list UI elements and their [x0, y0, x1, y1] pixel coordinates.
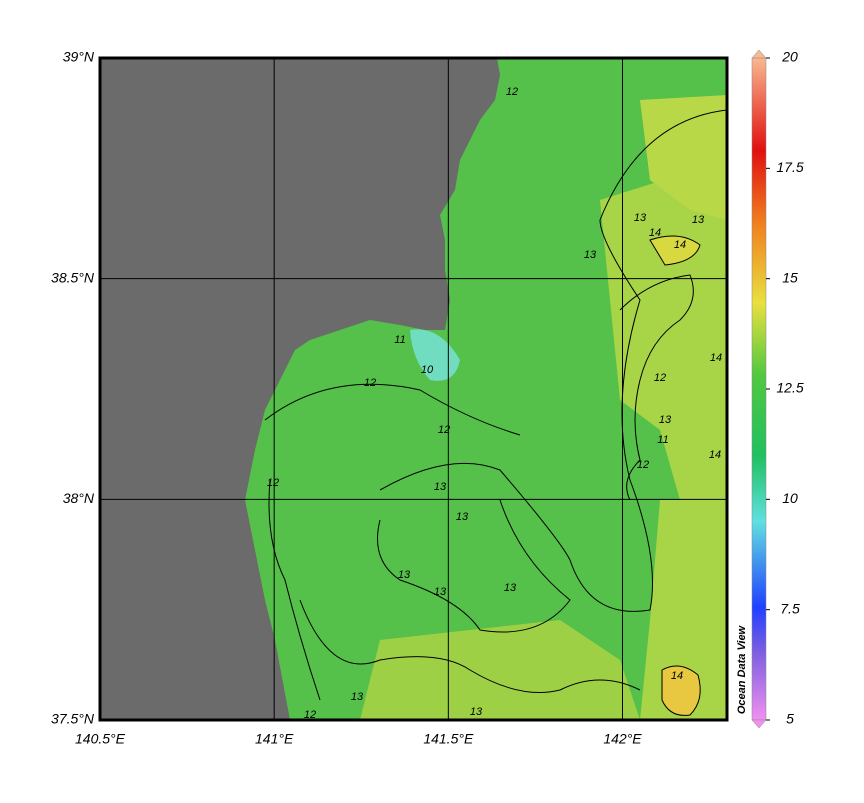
- contour-label: 11: [657, 434, 668, 446]
- contour-label: 14: [671, 670, 683, 682]
- colorbar-tick-label: 10: [782, 490, 798, 506]
- contour-label: 13: [434, 481, 447, 493]
- contour-label: 13: [584, 249, 597, 261]
- colorbar-tick-label: 17.5: [776, 159, 803, 175]
- x-tick-label: 142°E: [603, 731, 642, 747]
- colorbar-tick-label: 12.5: [776, 380, 803, 396]
- warm-patch: [360, 620, 640, 720]
- x-tick-label: 140.5°E: [75, 731, 126, 747]
- warm-patch: [662, 666, 701, 716]
- contour-label: 14: [710, 352, 722, 364]
- contour-label: 12: [438, 424, 450, 436]
- contour-label: 11: [394, 334, 405, 346]
- contour-label: 13: [504, 582, 517, 594]
- contour-label: 13: [398, 569, 411, 581]
- y-tick-label: 39°N: [63, 49, 95, 65]
- contour-label: 12: [506, 86, 518, 98]
- land: [100, 58, 500, 720]
- contour-label: 13: [692, 214, 705, 226]
- credit: Ocean Data View: [736, 624, 748, 714]
- colorbar-tick-label: 7.5: [780, 600, 800, 616]
- contour-label: 13: [456, 511, 469, 523]
- x-tick-label: 141°E: [255, 731, 294, 747]
- contour-label: 12: [364, 377, 376, 389]
- contour-label: 14: [649, 227, 661, 239]
- contour-label: 13: [659, 414, 672, 426]
- warm-patch: [650, 236, 700, 265]
- contour-label: 13: [634, 212, 647, 224]
- contour-label: 13: [470, 706, 483, 718]
- x-tick-label: 141.5°E: [423, 731, 474, 747]
- contour-label: 14: [709, 449, 721, 461]
- colorbar-tick-label: 5: [786, 711, 794, 727]
- contour-label: 14: [674, 239, 686, 251]
- colorbar-cap: [751, 719, 767, 729]
- colorbar-tick-label: 15: [782, 269, 798, 285]
- colorbar: [751, 57, 767, 721]
- contour-label: 10: [421, 364, 434, 376]
- colorbar-tick-label: 20: [781, 49, 798, 65]
- y-tick-label: 37.5°N: [51, 711, 95, 727]
- contour-label: 12: [654, 372, 666, 384]
- y-tick-label: 38°N: [63, 490, 95, 506]
- warm-patch: [640, 95, 727, 220]
- map-area: [100, 58, 727, 720]
- contour-label: 13: [434, 586, 447, 598]
- colorbar-cap: [751, 49, 767, 59]
- contour-label: 13: [351, 691, 364, 703]
- contour-label: 12: [267, 477, 279, 489]
- contours: [264, 109, 727, 716]
- contour-label: 12: [304, 709, 316, 721]
- contour-label: 12: [637, 459, 649, 471]
- warm-patch: [640, 500, 727, 720]
- cool-patch: [410, 329, 460, 381]
- y-tick-label: 38.5°N: [51, 269, 95, 285]
